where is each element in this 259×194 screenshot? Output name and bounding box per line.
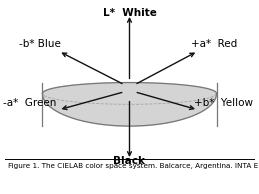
Text: -a*  Green: -a* Green	[3, 98, 57, 108]
Polygon shape	[42, 83, 217, 126]
Text: L*  White: L* White	[103, 8, 156, 18]
Text: +b*  Yellow: +b* Yellow	[195, 98, 254, 108]
Text: -b* Blue: -b* Blue	[19, 39, 61, 49]
Text: Figure 1. The CIELAB color space system. Balcarce, Argentina. INTA E.E.A. Balcar: Figure 1. The CIELAB color space system.…	[8, 163, 259, 169]
Text: +a*  Red: +a* Red	[191, 39, 237, 49]
Text: Black: Black	[113, 156, 146, 166]
